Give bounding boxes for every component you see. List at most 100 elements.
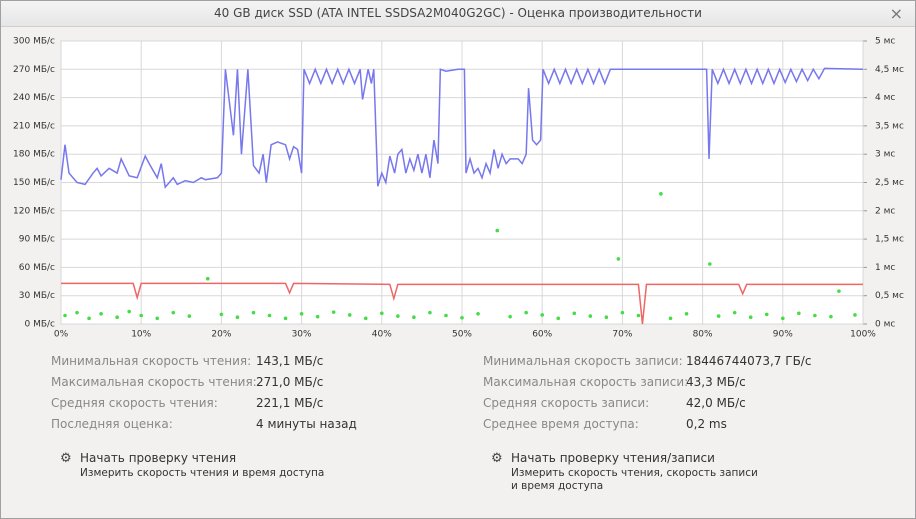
y2-tick-label: 3 мс (875, 150, 895, 160)
y-tick-label: 150 МБ/с (13, 178, 55, 188)
access-point (219, 312, 224, 317)
series-line (60, 67, 864, 189)
access-point (476, 312, 480, 316)
x-tick-label: 80% (693, 330, 713, 340)
access-point (668, 316, 673, 321)
access-point (508, 314, 512, 319)
access-point (748, 315, 753, 320)
window-title: 40 GB диск SSD (ATA INTEL SSDSA2M040G2GC… (214, 6, 702, 20)
action-button[interactable]: ⚙ Начать проверку чтения/записи Измерить с… (491, 451, 761, 493)
y2-tick-label: 0 мс (875, 320, 895, 330)
access-point (428, 310, 432, 315)
access-point (460, 315, 464, 320)
x-tick-label: 10% (131, 330, 151, 340)
access-point (853, 313, 857, 317)
y-tick-label: 240 МБ/с (13, 93, 55, 103)
access-point (604, 315, 609, 320)
access-point (829, 314, 833, 319)
stat-label: Средняя скорость записи: (483, 396, 650, 410)
access-point (171, 310, 176, 315)
access-point (187, 314, 192, 318)
access-point (75, 310, 79, 315)
access-point (283, 316, 288, 321)
access-point (155, 316, 160, 321)
access-point (412, 315, 416, 320)
y2-tick-label: 2,5 мс (875, 178, 904, 188)
access-point (837, 289, 841, 293)
y2-tick-label: 1 мс (875, 263, 895, 273)
access-point (781, 316, 785, 321)
stat-label: Максимальная скорость чтения: (51, 375, 257, 389)
access-point (797, 311, 801, 316)
access-point (732, 310, 737, 315)
stat-label: Среднее время доступа: (483, 417, 639, 431)
stat-label: Минимальная скорость записи: (483, 354, 683, 368)
access-point (708, 262, 712, 266)
y2-tick-label: 2 мс (875, 206, 895, 216)
x-tick-label: 50% (452, 330, 472, 340)
access-point (572, 311, 577, 316)
access-point (99, 312, 103, 316)
y-tick-label: 270 МБ/с (13, 65, 55, 75)
y2-tick-label: 1,5 мс (875, 235, 904, 245)
stat-value: 221,1 МБ/с (256, 396, 324, 410)
access-point (540, 313, 544, 317)
series-line (61, 282, 863, 325)
stat-label: Средняя скорость чтения: (51, 396, 218, 410)
access-point (235, 315, 240, 320)
y-tick-label: 60 МБ/с (19, 263, 55, 273)
access-point (139, 313, 143, 318)
access-point (659, 192, 663, 196)
y2-tick-label: 5 мс (875, 37, 895, 47)
access-point (495, 228, 500, 233)
x-tick-label: 70% (612, 330, 632, 340)
stat-label: Последняя оценка: (51, 417, 173, 431)
access-point (363, 316, 368, 321)
access-point (127, 309, 131, 314)
x-tick-label: 40% (372, 330, 392, 340)
access-point (331, 310, 336, 314)
access-point (588, 314, 593, 318)
gear-icon: ⚙ (491, 451, 503, 466)
y-tick-label: 0 МБ/с (24, 320, 55, 330)
access-point (115, 315, 119, 320)
y-tick-label: 300 МБ/с (13, 37, 55, 47)
action-description: Измерить скорость чтения и время доступа (80, 467, 325, 479)
stat-label: Максимальная скорость записи: (483, 375, 689, 389)
title-bar: 40 GB диск SSD (ATA INTEL SSDSA2M040G2GC… (1, 1, 915, 27)
access-point (87, 316, 91, 321)
stat-value: 18446744073,7 ГБ/с (686, 354, 812, 368)
access-point (716, 314, 721, 318)
y2-tick-label: 4 мс (875, 93, 895, 103)
y-tick-label: 30 МБ/с (19, 291, 55, 301)
y-tick-label: 90 МБ/с (19, 235, 55, 245)
action-title: Начать проверку чтения/записи (511, 451, 715, 465)
x-tick-label: 20% (211, 330, 231, 340)
access-point (620, 310, 625, 315)
y-tick-label: 180 МБ/с (13, 150, 55, 160)
stat-label: Минимальная скорость чтения: (51, 354, 252, 368)
action-button[interactable]: ⚙ Начать проверку чтения Измерить скорость… (60, 451, 330, 480)
stat-value: 4 минуты назад (256, 417, 357, 431)
close-button[interactable]: × (889, 4, 903, 23)
y2-tick-label: 4,5 мс (875, 65, 904, 75)
y2-tick-label: 0,5 мс (875, 291, 904, 301)
action-description: Измерить скорость чтения, скорость запис… (511, 467, 758, 492)
x-tick-label: 100% (850, 330, 876, 340)
access-point (251, 310, 256, 315)
gear-icon: ⚙ (60, 451, 72, 466)
access-point (315, 314, 320, 319)
stat-value: 143,1 МБ/с (256, 354, 324, 368)
access-point (813, 313, 817, 318)
x-tick-label: 0% (54, 330, 69, 340)
access-point (616, 257, 621, 261)
stat-value: 42,0 МБ/с (686, 396, 746, 410)
access-point (444, 313, 448, 318)
access-point (347, 313, 352, 317)
y2-tick-label: 3,5 мс (875, 121, 904, 131)
chart: 0 МБ/с 30 МБ/с 60 МБ/с 90 МБ/с 120 МБ/с 150 М… (13, 37, 904, 340)
x-tick-label: 30% (292, 330, 312, 340)
access-point (396, 314, 400, 318)
access-point (764, 312, 769, 317)
